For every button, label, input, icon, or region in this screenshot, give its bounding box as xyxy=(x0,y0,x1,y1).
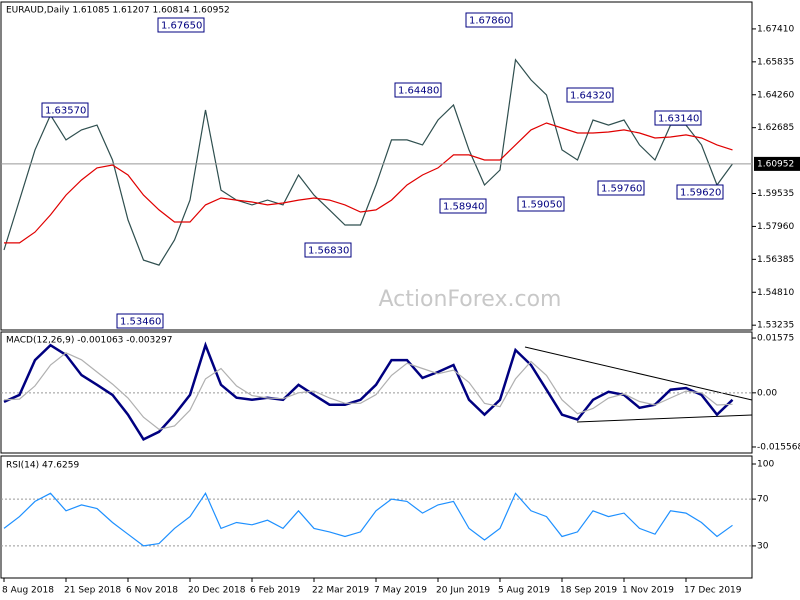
annotation: 1.67650 xyxy=(161,21,202,32)
trend-line xyxy=(524,346,753,401)
current-price-box xyxy=(754,156,800,171)
macd-title: MACD(12,26,9) -0.001063 -0.003297 xyxy=(6,336,172,346)
y-tick-label: 1.62685 xyxy=(757,123,794,133)
rsi-title: RSI(14) 47.6259 xyxy=(6,461,79,471)
annotation: 1.63140 xyxy=(658,114,699,125)
annotation: 1.67860 xyxy=(469,16,510,27)
series-line xyxy=(3,58,733,266)
y-tick-label: 0.01575 xyxy=(757,334,794,344)
x-tick-label: 1 Nov 2019 xyxy=(622,586,674,596)
annotation-box xyxy=(304,242,352,258)
x-tick-label: 5 Aug 2019 xyxy=(498,586,550,596)
y-tick-label: 1.53235 xyxy=(757,321,794,331)
y-tick-label: 1.64260 xyxy=(757,90,794,100)
annotation-box xyxy=(41,102,89,118)
y-tick-label: 1.67410 xyxy=(757,24,794,34)
y-tick-label: 70 xyxy=(757,495,769,505)
annotation: 1.59760 xyxy=(601,184,642,195)
annotation-box xyxy=(517,196,565,212)
x-tick-label: 6 Feb 2019 xyxy=(250,586,301,596)
y-tick-label: 1.59535 xyxy=(757,189,794,199)
x-tick-label: 6 Nov 2018 xyxy=(126,586,178,596)
annotation: 1.58940 xyxy=(443,202,484,213)
x-tick-label: 20 Dec 2018 xyxy=(188,586,246,596)
x-tick-label: 18 Sep 2019 xyxy=(560,586,617,596)
annotation-box xyxy=(116,313,164,329)
series-line xyxy=(4,122,733,244)
y-tick-label: 1.65835 xyxy=(757,57,794,67)
price-title: EURAUD,Daily 1.61085 1.61207 1.60814 1.6… xyxy=(6,6,230,16)
annotation-box xyxy=(654,110,702,126)
series-line xyxy=(3,352,733,430)
price-panel xyxy=(0,1,753,331)
annotation-box xyxy=(465,12,513,28)
series-line xyxy=(3,492,733,547)
x-tick-label: 17 Dec 2019 xyxy=(684,586,742,596)
x-tick-label: 22 Mar 2019 xyxy=(312,586,369,596)
y-tick-label: 100 xyxy=(757,460,774,470)
x-tick-label: 7 May 2019 xyxy=(374,586,427,596)
x-tick-label: 20 Jun 2019 xyxy=(436,586,490,596)
trend-line xyxy=(576,414,753,423)
annotation-box xyxy=(394,82,442,98)
annotation-box xyxy=(157,17,205,33)
annotation-box xyxy=(597,180,645,196)
y-tick-label: 1.54810 xyxy=(757,288,794,298)
annotation-box xyxy=(676,184,724,200)
annotation-box xyxy=(439,198,487,214)
x-tick-label: 21 Sep 2018 xyxy=(64,586,121,596)
y-tick-label: 1.57960 xyxy=(757,222,794,232)
y-tick-label: 0.00 xyxy=(757,388,777,398)
x-tick-label: 8 Aug 2018 xyxy=(2,586,54,596)
annotation: 1.59050 xyxy=(521,200,562,211)
annotation: 1.64480 xyxy=(398,86,439,97)
annotation: 1.53460 xyxy=(120,317,161,328)
current-price-label: 1.60952 xyxy=(757,159,794,169)
series-line xyxy=(3,341,734,442)
annotation: 1.64320 xyxy=(570,91,611,102)
y-tick-label: 30 xyxy=(757,541,769,551)
annotation-box xyxy=(566,87,614,103)
annotation: 1.56830 xyxy=(308,246,349,257)
y-tick-label: 1.56385 xyxy=(757,255,794,265)
annotation: 1.59620 xyxy=(680,188,721,199)
annotation: 1.63570 xyxy=(45,106,86,117)
y-tick-label: -0.015568 xyxy=(757,442,800,452)
watermark: ActionForex.com xyxy=(379,287,562,312)
